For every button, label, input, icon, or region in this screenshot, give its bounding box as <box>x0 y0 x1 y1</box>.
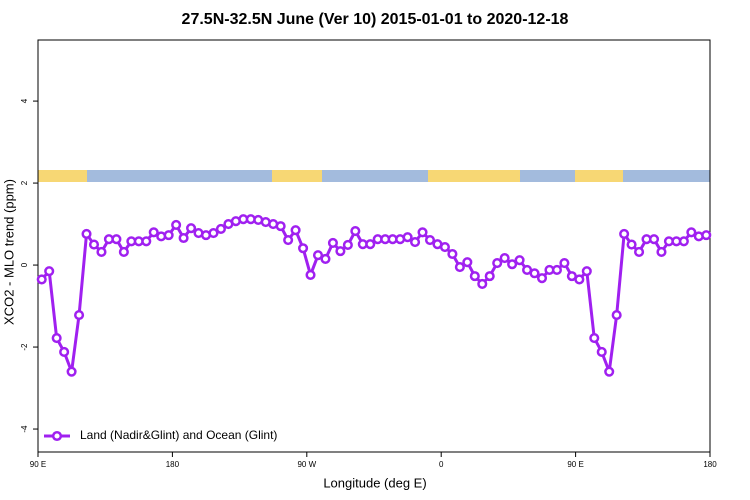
land-band <box>38 170 87 182</box>
data-point <box>305 269 316 280</box>
y-tick-label: 0 <box>20 262 29 267</box>
data-point <box>59 346 70 358</box>
chart-title: 27.5N-32.5N June (Ver 10) 2015-01-01 to … <box>182 11 569 28</box>
data-point <box>365 239 376 250</box>
data-point <box>186 223 197 234</box>
data-point <box>604 366 615 377</box>
data-point <box>454 262 465 273</box>
data-point <box>335 246 346 257</box>
y-axis-label: XCO2 - MLO trend (ppm) <box>1 179 16 325</box>
data-point <box>634 246 645 257</box>
land-band <box>575 170 623 182</box>
data-point <box>74 310 85 321</box>
data-point <box>596 346 607 358</box>
data-point <box>350 225 361 237</box>
data-point <box>298 243 309 254</box>
land-band <box>272 170 322 182</box>
x-axis-label: Longitude (deg E) <box>323 475 426 490</box>
y-tick-label: 4 <box>20 98 29 103</box>
data-point <box>701 230 712 241</box>
data-point <box>290 225 301 236</box>
data-point <box>275 221 286 232</box>
data-point <box>88 239 100 250</box>
data-point <box>320 253 331 264</box>
data-point <box>312 250 324 261</box>
data-point <box>559 257 570 269</box>
data-point <box>536 273 548 284</box>
data-point <box>462 257 473 268</box>
data-point <box>678 236 689 247</box>
legend-swatch-marker <box>51 430 63 442</box>
data-point <box>215 223 226 235</box>
data-point <box>118 246 129 257</box>
data-point <box>439 241 450 253</box>
legend: Land (Nadir&Glint) and Ocean (Glint) <box>44 428 277 442</box>
data-point <box>342 239 353 251</box>
data-point <box>36 274 47 285</box>
data-point <box>410 237 421 248</box>
data-point <box>611 310 622 321</box>
data-point <box>417 227 428 238</box>
data-point <box>447 248 458 260</box>
x-tick-label: 0 <box>439 460 444 469</box>
data-point <box>529 268 540 279</box>
x-tick-label: 90 W <box>297 460 316 469</box>
data-point <box>477 278 488 289</box>
data-point <box>492 257 503 269</box>
data-point <box>141 236 152 247</box>
data-point <box>66 366 77 377</box>
x-tick-label: 180 <box>166 460 180 469</box>
data-point <box>44 266 55 277</box>
data-point <box>581 266 592 277</box>
data-point <box>171 219 182 230</box>
plot-frame <box>37 39 711 453</box>
data-point <box>51 332 62 344</box>
data-point <box>626 239 637 250</box>
land-ocean-strip <box>38 170 710 182</box>
x-tick-label: 90 E <box>567 460 583 469</box>
data-point <box>686 227 697 238</box>
y-tick-label: -2 <box>20 343 29 351</box>
y-tick-label: 2 <box>20 180 29 185</box>
data-point <box>499 253 510 264</box>
data-point <box>589 332 600 344</box>
data-point <box>574 274 585 285</box>
data-point <box>656 246 667 257</box>
data-point <box>424 235 436 246</box>
y-tick-label: -4 <box>20 425 29 433</box>
land-band <box>428 170 520 182</box>
data-point <box>402 232 413 243</box>
data-point <box>163 230 174 241</box>
data-point <box>551 264 562 276</box>
data-point <box>283 235 294 246</box>
data-point <box>327 237 338 248</box>
legend-label: Land (Nadir&Glint) and Ocean (Glint) <box>80 428 277 442</box>
data-point <box>208 228 219 239</box>
data-point <box>81 228 92 239</box>
data-point <box>178 232 189 244</box>
data-point <box>514 255 525 266</box>
data-point <box>96 246 107 257</box>
data-point <box>484 271 495 282</box>
data-point <box>619 228 630 239</box>
data-point <box>148 227 159 238</box>
ocean-band <box>38 170 710 182</box>
data-point <box>507 259 518 270</box>
data-point <box>111 234 122 245</box>
x-tick-label: 180 <box>703 460 717 469</box>
data-point <box>469 271 480 282</box>
x-tick-label: 90 E <box>30 460 46 469</box>
data-point <box>648 234 660 245</box>
